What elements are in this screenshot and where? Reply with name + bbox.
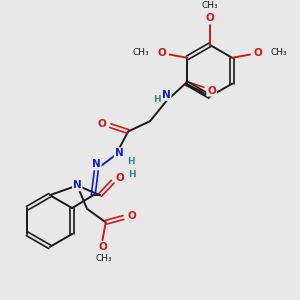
Text: N: N: [162, 90, 171, 100]
Text: CH₃: CH₃: [270, 48, 286, 57]
Text: H: H: [128, 158, 135, 166]
Text: N: N: [92, 160, 101, 170]
Text: CH₃: CH₃: [133, 48, 150, 57]
Text: O: O: [116, 173, 124, 183]
Text: O: O: [98, 119, 106, 129]
Text: O: O: [254, 48, 262, 58]
Text: H: H: [153, 95, 160, 104]
Text: O: O: [157, 48, 166, 58]
Text: CH₃: CH₃: [96, 254, 112, 263]
Text: N: N: [73, 181, 82, 190]
Text: O: O: [98, 242, 107, 252]
Text: O: O: [206, 13, 214, 23]
Text: H: H: [128, 170, 135, 179]
Text: N: N: [115, 148, 123, 158]
Text: CH₃: CH₃: [202, 1, 218, 10]
Text: O: O: [207, 86, 216, 96]
Text: O: O: [127, 211, 136, 221]
